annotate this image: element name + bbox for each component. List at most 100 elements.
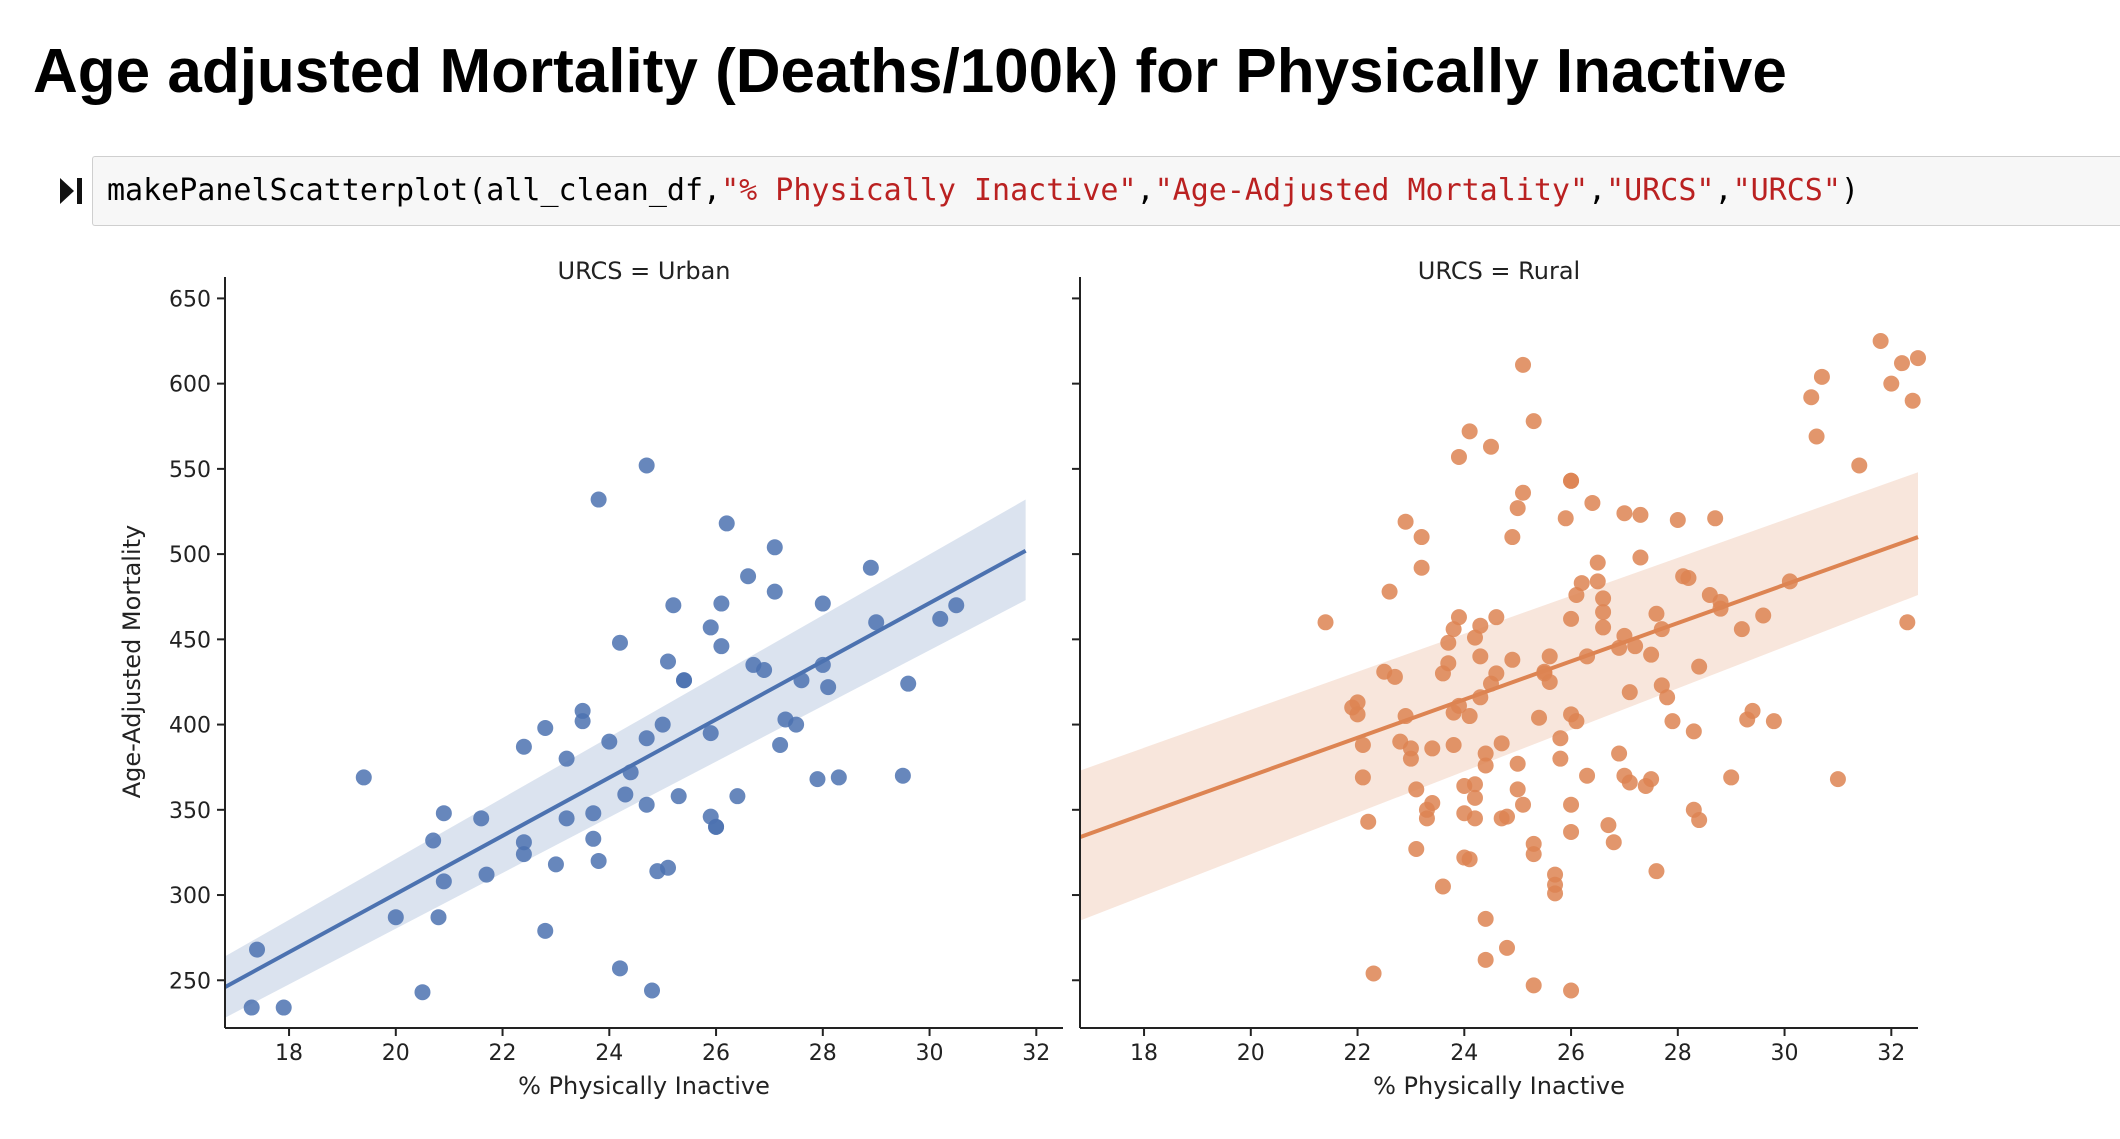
x-tick-label: 24 xyxy=(595,1041,623,1066)
data-point xyxy=(1579,767,1596,784)
data-point xyxy=(1659,689,1676,706)
data-point xyxy=(676,672,693,689)
data-point xyxy=(1851,457,1868,474)
data-point xyxy=(1723,769,1740,786)
data-point xyxy=(814,595,831,612)
data-point xyxy=(1365,965,1382,982)
data-point xyxy=(1477,951,1494,968)
data-point xyxy=(1552,750,1569,767)
data-point xyxy=(1434,878,1451,895)
data-point xyxy=(1354,769,1371,786)
confidence-band xyxy=(1080,472,1918,921)
data-point xyxy=(1504,529,1521,546)
data-point xyxy=(1515,484,1532,501)
x-axis-label: % Physically Inactive xyxy=(518,1072,770,1100)
data-point xyxy=(729,788,746,805)
data-point xyxy=(355,769,372,786)
data-point xyxy=(387,909,404,926)
data-point xyxy=(638,796,655,813)
data-point xyxy=(515,846,532,863)
data-point xyxy=(1386,668,1403,685)
y-tick-label: 550 xyxy=(169,458,211,483)
data-point xyxy=(1600,817,1617,834)
code-cell[interactable]: makePanelScatterplot(all_clean_df,"% Phy… xyxy=(40,152,2120,228)
confidence-band xyxy=(225,499,1026,1018)
data-point xyxy=(1450,448,1467,465)
data-point xyxy=(1589,554,1606,571)
data-point xyxy=(1525,835,1542,852)
data-point xyxy=(515,738,532,755)
data-point xyxy=(1445,737,1462,754)
data-point xyxy=(1691,812,1708,829)
data-point xyxy=(515,834,532,851)
x-axis-label: % Physically Inactive xyxy=(1373,1072,1625,1100)
data-point xyxy=(249,941,266,958)
code-string-hue: "URCS" xyxy=(1606,173,1715,208)
y-tick-label: 250 xyxy=(169,969,211,994)
data-point xyxy=(1648,863,1665,880)
data-point xyxy=(1557,510,1574,527)
data-point xyxy=(1627,638,1644,655)
data-point xyxy=(1563,796,1580,813)
data-point xyxy=(1488,609,1505,626)
data-point xyxy=(862,559,879,576)
x-tick-label: 20 xyxy=(382,1041,410,1066)
data-point xyxy=(1595,590,1612,607)
data-point xyxy=(766,583,783,600)
data-point xyxy=(665,597,682,614)
data-point xyxy=(1568,587,1585,604)
data-point xyxy=(1515,796,1532,813)
data-point xyxy=(1408,781,1425,798)
data-point xyxy=(1648,605,1665,622)
data-point xyxy=(1653,677,1670,694)
data-point xyxy=(1584,494,1601,511)
data-point xyxy=(1669,512,1686,529)
y-tick-label: 400 xyxy=(169,714,211,739)
data-point xyxy=(894,767,911,784)
data-point xyxy=(702,725,719,742)
data-point xyxy=(713,638,730,655)
data-point xyxy=(1354,737,1371,754)
code-input[interactable]: makePanelScatterplot(all_clean_df,"% Phy… xyxy=(92,156,2120,226)
data-point xyxy=(1472,648,1489,665)
data-point xyxy=(574,713,591,730)
data-point xyxy=(1733,621,1750,638)
data-point xyxy=(1466,789,1483,806)
data-point xyxy=(1509,755,1526,772)
panel-scatterplot: URCS = Urban 18 20 22 24 26 28 30 32 250 300 350 400… xyxy=(118,257,1926,1100)
data-point xyxy=(435,805,452,822)
data-point xyxy=(1883,375,1900,392)
data-point xyxy=(932,610,949,627)
data-point xyxy=(868,614,885,631)
data-point xyxy=(638,730,655,747)
data-point xyxy=(537,922,554,939)
data-point xyxy=(1461,423,1478,440)
data-point xyxy=(1893,355,1910,372)
data-point xyxy=(766,539,783,556)
data-point xyxy=(1808,428,1825,445)
data-point xyxy=(772,737,789,754)
regression-line xyxy=(224,548,1027,989)
data-point xyxy=(1493,735,1510,752)
data-point xyxy=(1349,694,1366,711)
y-tick-label: 500 xyxy=(169,543,211,568)
code-line: makePanelScatterplot(all_clean_df,"% Phy… xyxy=(107,173,1859,208)
data-point xyxy=(1632,506,1649,523)
data-point xyxy=(1621,774,1638,791)
x-tick-label: 32 xyxy=(1022,1041,1050,1066)
x-tick-label: 26 xyxy=(1557,1041,1585,1066)
data-point xyxy=(1440,634,1457,651)
data-point xyxy=(1381,583,1398,600)
data-point xyxy=(1413,529,1430,546)
run-cell-icon[interactable] xyxy=(56,176,86,206)
data-point xyxy=(1413,559,1430,576)
data-point xyxy=(1499,939,1516,956)
data-point xyxy=(1509,781,1526,798)
data-point xyxy=(644,982,661,999)
data-point xyxy=(1466,776,1483,793)
x-tick-label: 18 xyxy=(275,1041,303,1066)
data-point xyxy=(1664,713,1681,730)
data-point xyxy=(1547,876,1564,893)
data-point xyxy=(275,999,292,1016)
data-point xyxy=(425,832,442,849)
